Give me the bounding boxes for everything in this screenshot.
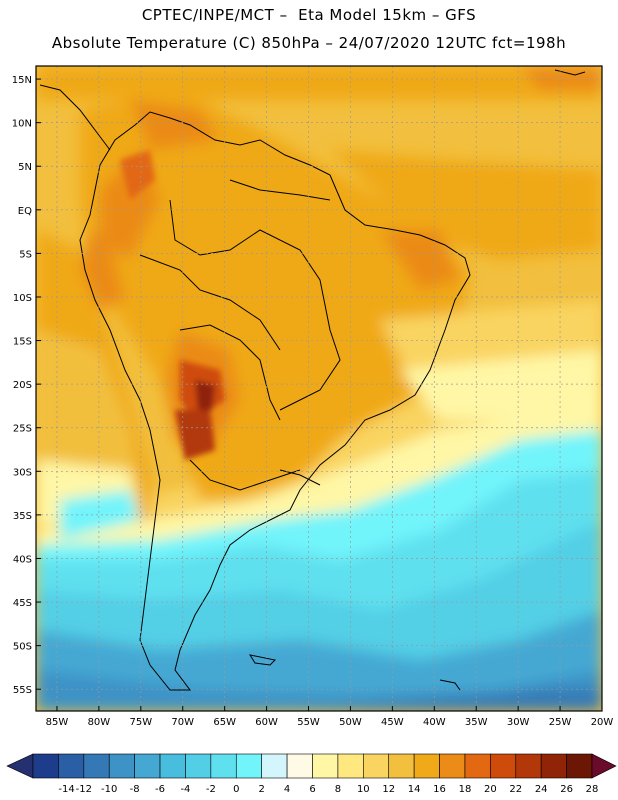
colorbar-swatch: [159, 753, 186, 779]
colorbar-swatch: [337, 753, 364, 779]
colorbar-label: 2: [258, 784, 264, 795]
colorbar-label: 20: [484, 784, 497, 795]
lat-tick-label: EQ: [18, 206, 32, 217]
colorbar-swatch: [363, 753, 390, 779]
colorbar-swatch: [210, 753, 237, 779]
lon-tick-label: 45W: [381, 717, 404, 728]
colorbar-swatch: [312, 753, 339, 779]
lon-tick-label: 20W: [591, 717, 614, 728]
colorbar-label: -14: [58, 784, 74, 795]
colorbar-label: 12: [382, 784, 395, 795]
colorbar-label: 14: [408, 784, 421, 795]
colorbar-swatch: [261, 753, 288, 779]
colorbar-swatch: [515, 753, 542, 779]
lat-lon-grid: [36, 66, 602, 711]
lon-tick-label: 40W: [423, 717, 446, 728]
lat-tick-label: 55S: [13, 685, 32, 696]
colorbar-label: 16: [433, 784, 446, 795]
coastlines: [39, 69, 586, 691]
lon-tick-label: 60W: [255, 717, 278, 728]
colorbar-label: 8: [335, 784, 341, 795]
colorbar-label: -2: [206, 784, 216, 795]
chart-title: CPTEC/INPE/MCT – Eta Model 15km – GFS: [141, 6, 477, 24]
lon-tick-label: 85W: [46, 717, 69, 728]
lat-tick-label: 50S: [13, 642, 32, 653]
colorbar-swatch: [388, 753, 415, 779]
colorbar-label: 6: [309, 784, 315, 795]
lon-tick-label: 30W: [507, 717, 530, 728]
colorbar-label: 18: [459, 784, 472, 795]
lon-tick-label: 70W: [171, 717, 194, 728]
lon-tick-label: 65W: [213, 717, 236, 728]
lat-tick-label: 25S: [13, 424, 32, 435]
colorbar-swatch: [108, 753, 135, 779]
latitude-axis: 15N 10N 5N EQ 5S 10S 15S 20S 25S 30S 35S 40S 45S 50S 5…: [12, 75, 41, 696]
colorbar-label: -8: [130, 784, 140, 795]
colorbar-swatch: [490, 753, 517, 779]
colorbar-swatch: [83, 753, 110, 779]
colorbar-swatch: [464, 753, 491, 779]
map-frame: [35, 65, 603, 712]
lon-tick-label: 50W: [339, 717, 362, 728]
colorbar-swatch: [413, 753, 440, 779]
lon-tick-label: 55W: [297, 717, 320, 728]
colorbar-swatch: [58, 753, 85, 779]
colorbar-under-arrow: [6, 753, 34, 779]
longitude-axis: 85W 80W 75W 70W 65W 60W 55W 50W 45W 40W 35W 30W 25W 2…: [46, 706, 614, 728]
lat-tick-label: 10S: [13, 293, 32, 304]
lat-tick-label: 20S: [13, 380, 32, 391]
colorbar-label: -4: [180, 784, 190, 795]
chart-subtitle: Absolute Temperature (C) 850hPa – 24/07/…: [51, 34, 567, 52]
colorbar: -14 -12 -10 -8 -6 -4 -2 0 2 4 6 8 10 12 14 16 18 20 22 24 26…: [6, 753, 617, 795]
lon-tick-label: 25W: [549, 717, 572, 728]
lat-tick-label: 5S: [19, 249, 32, 260]
colorbar-swatch: [566, 753, 593, 779]
colorbar-label: 26: [560, 784, 573, 795]
colorbar-label: -10: [101, 784, 117, 795]
colorbar-label: 22: [509, 784, 522, 795]
lat-tick-label: 45S: [13, 598, 32, 609]
lat-tick-label: 35S: [13, 511, 32, 522]
colorbar-label: 10: [357, 784, 370, 795]
colorbar-label: 28: [586, 784, 599, 795]
lon-tick-label: 35W: [465, 717, 488, 728]
lon-tick-label: 80W: [88, 717, 111, 728]
colorbar-label: 0: [233, 784, 239, 795]
lat-tick-label: 10N: [12, 119, 32, 130]
colorbar-label: -6: [155, 784, 165, 795]
colorbar-over-arrow: [591, 753, 617, 779]
lat-tick-label: 15N: [12, 75, 32, 86]
temperature-field: [36, 66, 602, 711]
colorbar-swatch: [134, 753, 161, 779]
lat-tick-label: 5N: [18, 162, 32, 173]
colorbar-label: 4: [284, 784, 290, 795]
colorbar-swatch: [185, 753, 212, 779]
lat-tick-label: 15S: [13, 337, 32, 348]
colorbar-swatch: [540, 753, 567, 779]
lat-tick-label: 40S: [13, 554, 32, 565]
colorbar-swatch: [32, 753, 59, 779]
colorbar-swatch: [439, 753, 466, 779]
colorbar-swatch: [286, 753, 313, 779]
lat-tick-label: 30S: [13, 467, 32, 478]
colorbar-swatch: [235, 753, 262, 779]
lon-tick-label: 75W: [130, 717, 153, 728]
colorbar-label: 24: [535, 784, 548, 795]
colorbar-label: -12: [76, 784, 92, 795]
